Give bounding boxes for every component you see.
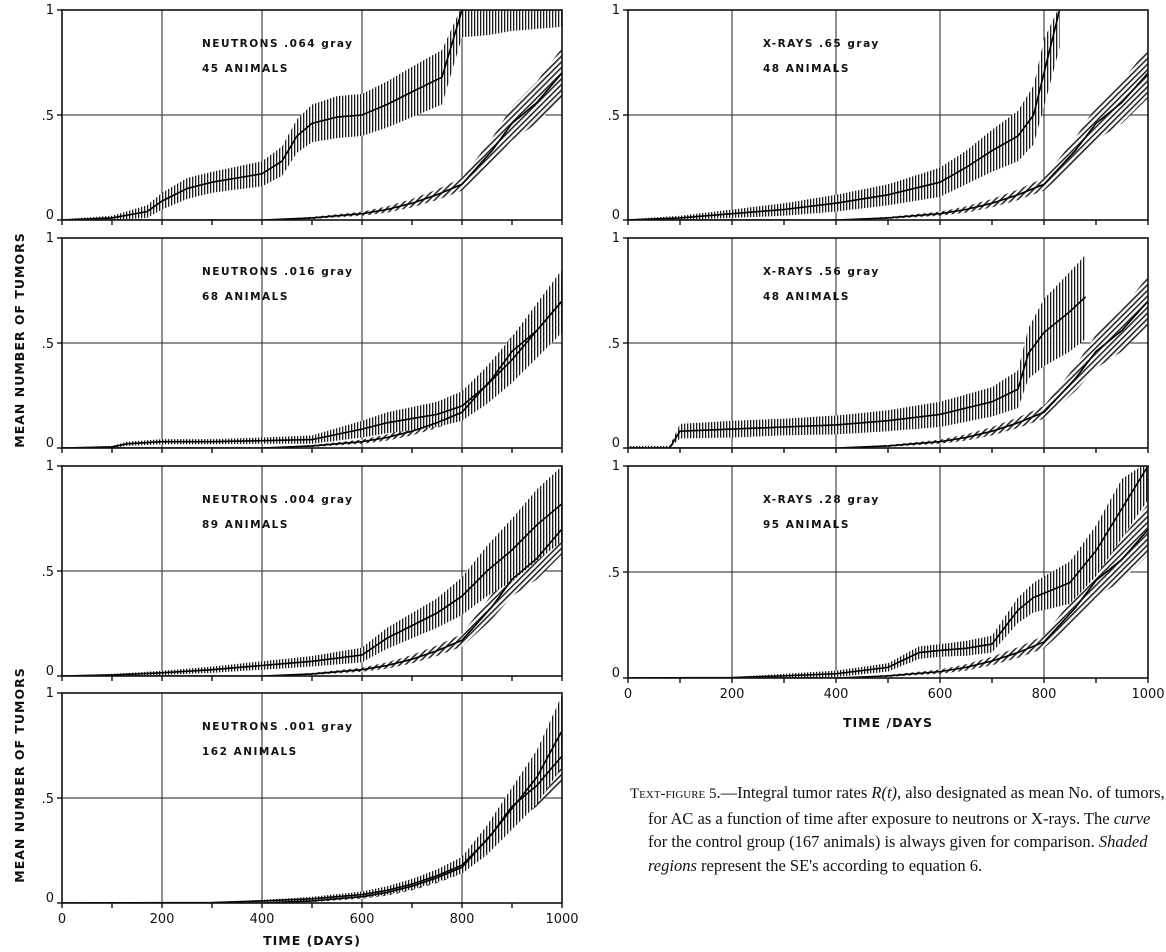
series-group bbox=[62, 269, 562, 448]
y-tick-label: 1 bbox=[46, 231, 54, 246]
panel-label-dose: X-RAYS .56 gray bbox=[763, 266, 880, 278]
control-curve bbox=[628, 300, 1148, 448]
panel-xrays-28: 0 .5 1 0 200 400 600 800 1000 X-RAYS .28 gray 95 A… bbox=[608, 459, 1165, 702]
panel-label-animals: 68 ANIMALS bbox=[202, 291, 289, 303]
control-curve bbox=[62, 72, 562, 220]
x-tick-label: 600 bbox=[928, 687, 953, 702]
x-tick-label: 0 bbox=[624, 687, 632, 702]
panel-label-animals: 45 ANIMALS bbox=[202, 63, 289, 75]
x-axis-title-left: TIME (DAYS) bbox=[263, 933, 361, 948]
caption-part3: for the control group (167 animals) is a… bbox=[648, 832, 1099, 851]
panel-label-animals: 48 ANIMALS bbox=[763, 291, 850, 303]
panel-label-dose: NEUTRONS .016 gray bbox=[202, 266, 354, 278]
x-tick-label: 200 bbox=[150, 912, 175, 927]
y-tick-label: 1 bbox=[46, 686, 54, 701]
y-tick-label: 1 bbox=[612, 3, 620, 18]
exposed-se-band bbox=[628, 466, 1148, 678]
panel-label-animals: 162 ANIMALS bbox=[202, 746, 298, 758]
y-tick-label: .5 bbox=[42, 337, 54, 352]
panel-label-dose: NEUTRONS .064 gray bbox=[202, 38, 354, 50]
series-group bbox=[62, 10, 562, 220]
figure-caption: Text-figure 5.—Integral tumor rates R(t)… bbox=[630, 781, 1166, 877]
exposed-se-band bbox=[628, 10, 1060, 220]
panel-label-dose: NEUTRONS .004 gray bbox=[202, 494, 354, 506]
panel-xrays-56: 0 .5 1 X-RAYS .56 gray 48 ANIMALS bbox=[608, 231, 1149, 453]
series-group bbox=[62, 466, 562, 676]
y-tick-label: 0 bbox=[46, 436, 54, 451]
panel-label-dose: X-RAYS .65 gray bbox=[763, 38, 880, 50]
y-tick-label: .5 bbox=[608, 566, 620, 581]
caption-curve-word: curve bbox=[1113, 808, 1151, 828]
panel-neutrons-004: 0 .5 1 NEUTRONS .004 gray 89 ANIMALS bbox=[42, 459, 563, 681]
control-se-band bbox=[62, 730, 562, 903]
caption-part1: .—Integral tumor rates bbox=[716, 783, 872, 802]
panel-neutrons-016: 0 .5 1 NEUTRONS .016 gray 68 ANIMALS bbox=[42, 231, 563, 453]
x-tick-label: 0 bbox=[58, 912, 66, 927]
y-tick-label: .5 bbox=[42, 109, 54, 124]
panel-label-animals: 95 ANIMALS bbox=[763, 519, 850, 531]
exposed-curve bbox=[628, 10, 1061, 220]
control-curve bbox=[62, 528, 562, 676]
x-tick-label: 800 bbox=[450, 912, 475, 927]
caption-math: R(t) bbox=[871, 783, 898, 802]
caption-shaded-word: Shaded regions bbox=[648, 832, 1148, 875]
chart-panels: 0 .5 1 NEUTRONS .064 gray 45 ANIMALS 0 .5 1 X-RA… bbox=[42, 3, 1165, 927]
control-se-band bbox=[62, 275, 562, 448]
y-tick-label: .5 bbox=[42, 565, 54, 580]
exposed-curve bbox=[62, 10, 562, 220]
y-tick-label: .5 bbox=[42, 792, 54, 807]
panel-xrays-65: 0 .5 1 X-RAYS .65 gray 48 ANIMALS bbox=[608, 3, 1149, 225]
y-axis-title-lower: MEAN NUMBER OF TUMORS bbox=[12, 667, 27, 882]
caption-label: Text-figure 5 bbox=[630, 786, 717, 802]
control-curve bbox=[628, 72, 1148, 220]
y-tick-label: 0 bbox=[46, 664, 54, 679]
control-curve bbox=[628, 529, 1148, 678]
series-group bbox=[62, 695, 562, 903]
exposed-curve bbox=[628, 466, 1148, 678]
y-tick-label: 0 bbox=[612, 208, 620, 223]
panel-label-dose: X-RAYS .28 gray bbox=[763, 494, 880, 506]
y-tick-label: .5 bbox=[608, 337, 620, 352]
control-curve bbox=[62, 300, 562, 448]
caption-part4: represent the SE's according to equation… bbox=[696, 855, 983, 875]
exposed-se-band bbox=[62, 269, 562, 448]
exposed-curve bbox=[62, 300, 562, 448]
panel-label-animals: 48 ANIMALS bbox=[763, 63, 850, 75]
exposed-se-band bbox=[628, 254, 1086, 448]
y-tick-label: 0 bbox=[612, 666, 620, 681]
panel-label-dose: NEUTRONS .001 gray bbox=[202, 721, 354, 733]
series-group bbox=[628, 10, 1148, 220]
y-tick-label: 1 bbox=[46, 459, 54, 474]
y-tick-label: 0 bbox=[612, 436, 620, 451]
exposed-se-band bbox=[62, 466, 562, 676]
control-curve bbox=[62, 755, 562, 903]
caption-part2: , also designated as mean No. of tumors,… bbox=[648, 783, 1165, 828]
x-tick-label: 400 bbox=[250, 912, 275, 927]
x-tick-label: 1000 bbox=[1131, 687, 1164, 702]
y-tick-label: 1 bbox=[612, 231, 620, 246]
panel-neutrons-001: 0 .5 1 0 200 400 600 800 1000 NEUTRONS .001 gray 1… bbox=[42, 686, 579, 927]
y-tick-label: 1 bbox=[46, 3, 54, 18]
exposed-curve bbox=[62, 503, 562, 676]
panel-neutrons-064: 0 .5 1 NEUTRONS .064 gray 45 ANIMALS bbox=[42, 3, 563, 225]
x-tick-label: 800 bbox=[1032, 687, 1057, 702]
x-tick-label: 200 bbox=[720, 687, 745, 702]
x-tick-label: 600 bbox=[350, 912, 375, 927]
series-group bbox=[628, 254, 1148, 448]
x-tick-label: 400 bbox=[824, 687, 849, 702]
panel-label-animals: 89 ANIMALS bbox=[202, 519, 289, 531]
exposed-curve bbox=[62, 730, 562, 903]
series-group bbox=[628, 466, 1148, 678]
y-tick-label: .5 bbox=[608, 109, 620, 124]
exposed-se-band bbox=[62, 10, 562, 220]
x-axis-title-right: TIME /DAYS bbox=[843, 715, 933, 730]
y-axis-title-upper: MEAN NUMBER OF TUMORS bbox=[12, 232, 27, 447]
y-tick-label: 1 bbox=[612, 459, 620, 474]
x-tick-label: 1000 bbox=[545, 912, 578, 927]
y-tick-label: 0 bbox=[46, 208, 54, 223]
y-tick-label: 0 bbox=[46, 891, 54, 906]
exposed-curve bbox=[628, 296, 1087, 448]
